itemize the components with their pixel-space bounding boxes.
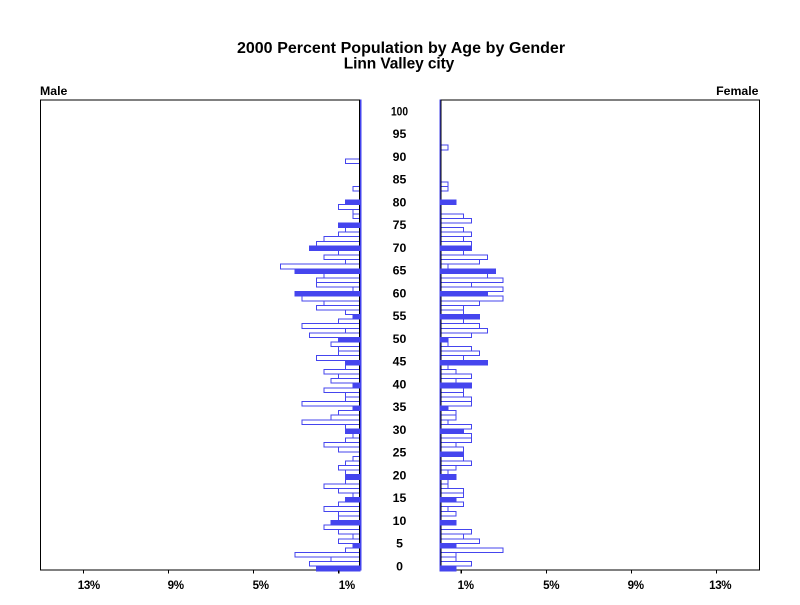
svg-text:1%: 1%: [339, 579, 355, 592]
svg-text:10: 10: [393, 514, 407, 528]
svg-text:65: 65: [393, 264, 407, 278]
svg-text:5%: 5%: [253, 579, 269, 592]
svg-text:80: 80: [393, 195, 407, 209]
svg-text:9%: 9%: [168, 579, 184, 592]
svg-text:13%: 13%: [78, 579, 100, 592]
svg-text:2000 Percent Population by Age: 2000 Percent Population by Age by Gender: [237, 40, 565, 57]
svg-text:95: 95: [393, 127, 407, 141]
svg-text:Female: Female: [716, 84, 759, 98]
svg-text:1%: 1%: [458, 579, 474, 592]
svg-text:30: 30: [393, 423, 407, 437]
svg-text:20: 20: [393, 468, 407, 482]
svg-text:9%: 9%: [628, 579, 644, 592]
svg-text:70: 70: [393, 241, 407, 255]
svg-text:100: 100: [391, 104, 408, 118]
svg-text:15: 15: [393, 491, 407, 505]
svg-text:35: 35: [393, 400, 407, 414]
svg-text:5%: 5%: [543, 579, 559, 592]
svg-text:0: 0: [396, 560, 403, 574]
svg-text:45: 45: [393, 355, 407, 369]
svg-text:25: 25: [393, 446, 407, 460]
svg-text:Linn Valley city: Linn Valley city: [344, 56, 455, 73]
svg-text:90: 90: [393, 150, 407, 164]
svg-text:55: 55: [393, 309, 407, 323]
svg-text:13%: 13%: [709, 579, 731, 592]
svg-text:60: 60: [393, 286, 407, 300]
svg-text:75: 75: [393, 218, 407, 232]
svg-text:85: 85: [393, 173, 407, 187]
svg-text:50: 50: [393, 332, 407, 346]
svg-text:5: 5: [396, 537, 403, 551]
svg-text:40: 40: [393, 377, 407, 391]
svg-text:Male: Male: [40, 84, 67, 98]
